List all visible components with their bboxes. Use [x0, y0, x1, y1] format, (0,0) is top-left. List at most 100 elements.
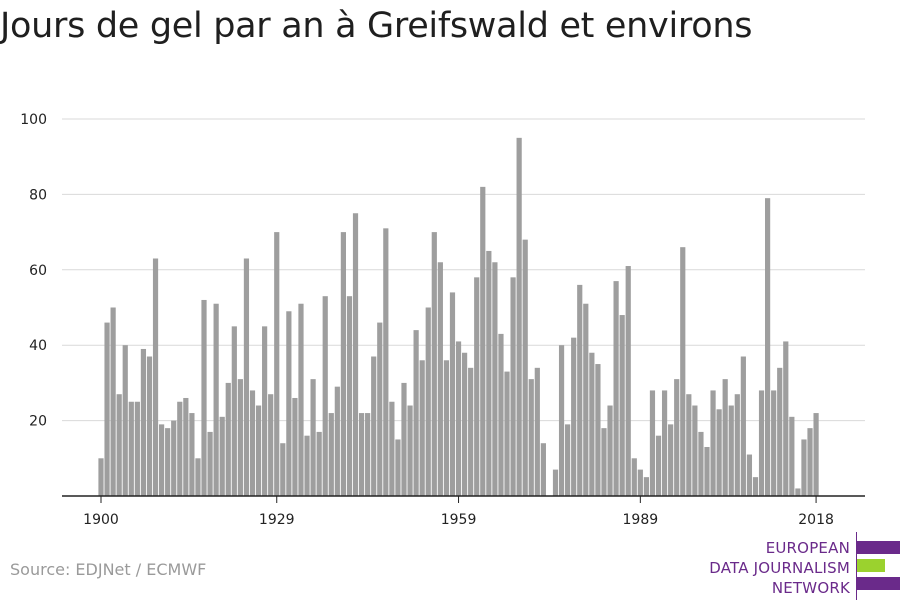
- bar-1963: [480, 186, 486, 497]
- bar-1913: [177, 401, 183, 496]
- bar-1942: [352, 213, 359, 496]
- edjnet-logo: EUROPEAN DATA JOURNALISM NETWORK: [700, 532, 900, 600]
- bar-1944: [365, 413, 371, 496]
- bar-1940: [340, 232, 346, 496]
- bar-1962: [474, 277, 480, 496]
- logo-line-2: DATA JOURNALISM: [709, 559, 850, 577]
- bar-1973: [540, 443, 546, 496]
- bar-1956: [437, 262, 443, 496]
- bar-1967: [504, 371, 510, 496]
- bar-1908: [146, 356, 153, 496]
- logo-bar-purple-bottom: [857, 577, 900, 590]
- bar-1943: [358, 413, 365, 496]
- bar-1953: [419, 360, 425, 496]
- bar-1948: [389, 401, 395, 496]
- bar-1950: [401, 382, 407, 496]
- bar-2010: [765, 198, 771, 497]
- bar-2009: [758, 390, 765, 496]
- bar-1968: [510, 277, 516, 496]
- bar-2004: [728, 405, 734, 496]
- bar-1922: [231, 326, 237, 496]
- bar-1920: [219, 416, 225, 496]
- x-tick-label: 1959: [441, 512, 477, 528]
- bar-1915: [189, 413, 195, 496]
- bar-1902: [110, 307, 116, 496]
- bar-1994: [668, 424, 674, 496]
- bar-1930: [280, 443, 286, 496]
- bar-1975: [552, 469, 559, 496]
- bar-1925: [249, 390, 256, 496]
- bar-2018: [813, 413, 819, 496]
- bar-1910: [159, 424, 165, 496]
- bar-1969: [516, 137, 522, 496]
- bar-2002: [716, 409, 722, 496]
- logo-bar-green: [857, 559, 885, 572]
- bar-1949: [395, 439, 401, 496]
- bar-2016: [801, 439, 807, 496]
- bar-1997: [686, 394, 692, 496]
- bar-1914: [183, 397, 189, 496]
- bar-1926: [255, 405, 262, 496]
- bar-2013: [783, 341, 789, 496]
- y-axis-ticks: 20 40 60 80 100: [20, 112, 47, 430]
- bar-1961: [468, 367, 474, 496]
- bar-2012: [777, 367, 783, 496]
- x-tick-label: 2018: [798, 512, 834, 528]
- logo-bar-purple-top: [857, 541, 900, 554]
- y-tick-label: 20: [29, 414, 47, 430]
- bar-1921: [225, 382, 231, 496]
- bar-2006: [740, 356, 746, 496]
- chart-title: Jours de gel par an à Greifswald et envi…: [0, 6, 753, 46]
- bar-1937: [322, 296, 328, 496]
- bar-1996: [680, 247, 686, 496]
- bar-1960: [462, 352, 468, 496]
- bar-1981: [589, 352, 595, 496]
- bar-1959: [455, 341, 462, 496]
- bar-1919: [213, 303, 219, 496]
- bar-1941: [346, 296, 353, 496]
- bar-2008: [752, 477, 759, 496]
- bar-2000: [704, 446, 710, 496]
- bar-1912: [171, 420, 177, 496]
- bar-2001: [710, 390, 716, 496]
- bar-1924: [243, 258, 250, 496]
- bar-1901: [104, 322, 110, 496]
- logo-divider: [856, 532, 857, 600]
- bar-1905: [128, 401, 134, 496]
- bar-1958: [449, 292, 456, 496]
- bar-1988: [631, 458, 637, 496]
- bar-2014: [789, 416, 795, 496]
- bar-1987: [625, 266, 631, 496]
- bar-1939: [334, 386, 340, 496]
- bar-1903: [116, 394, 122, 496]
- bar-1982: [595, 364, 601, 496]
- bar-2005: [734, 394, 740, 496]
- bar-1990: [643, 477, 649, 496]
- logo-line-3: NETWORK: [771, 579, 850, 597]
- bar-1934: [304, 435, 310, 496]
- x-tick-label: 1989: [623, 512, 659, 528]
- bar-1911: [165, 428, 171, 496]
- bar-1918: [207, 431, 213, 496]
- bar-1917: [201, 299, 207, 496]
- logo-line-1: EUROPEAN: [765, 539, 850, 557]
- bar-1998: [692, 405, 698, 496]
- y-tick-label: 80: [29, 187, 47, 203]
- bar-1947: [383, 228, 389, 496]
- bar-1966: [498, 333, 504, 496]
- bar-1964: [486, 250, 492, 496]
- bar-1980: [583, 303, 589, 496]
- bar-1972: [534, 367, 540, 496]
- bar-1977: [565, 424, 571, 496]
- bar-1965: [492, 262, 498, 496]
- bar-1992: [655, 435, 662, 496]
- bar-1932: [292, 397, 298, 496]
- bar-2007: [746, 454, 753, 496]
- bar-1970: [522, 239, 528, 496]
- bar-1916: [195, 458, 201, 496]
- bar-1995: [674, 379, 680, 496]
- source-note: Source: EDJNet / ECMWF: [10, 560, 207, 579]
- bar-1989: [637, 469, 643, 496]
- bar-1906: [134, 401, 140, 496]
- bar-1976: [558, 345, 565, 496]
